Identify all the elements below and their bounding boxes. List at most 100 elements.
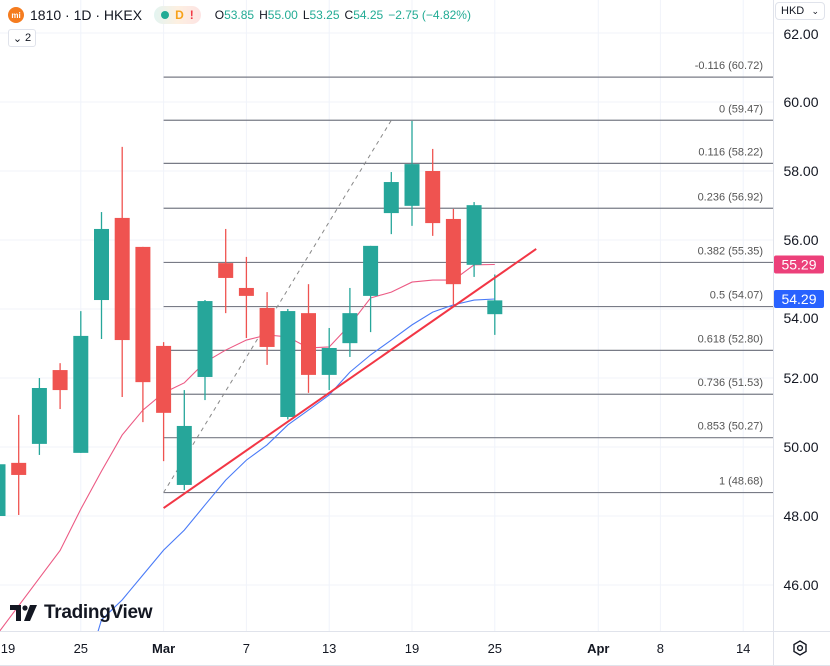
candle-body	[197, 301, 213, 377]
candle-body	[176, 425, 192, 485]
xiaomi-logo: mi	[8, 7, 24, 23]
candle[interactable]	[197, 300, 213, 401]
time-axis-label: 14	[736, 641, 750, 656]
candle[interactable]	[218, 228, 234, 314]
candle[interactable]	[466, 202, 482, 277]
status-badges[interactable]: D !	[154, 6, 201, 24]
candle-body	[383, 182, 399, 214]
open-value: 53.85	[224, 8, 255, 22]
candle[interactable]	[156, 342, 172, 462]
fib-level-label: -0.116 (60.72)	[695, 60, 763, 72]
price-axis-label: 50.00	[783, 439, 818, 455]
candle[interactable]	[404, 120, 420, 226]
time-axis-label: Apr	[587, 641, 609, 656]
candle-body	[94, 228, 109, 301]
close-label: C	[344, 8, 354, 22]
ma-slow-price-tag-bg	[774, 289, 824, 308]
collapse-indicators-button[interactable]: ⌄ 2	[8, 29, 36, 47]
candle[interactable]	[94, 212, 109, 340]
fib-level-label: 0.853 (50.27)	[698, 421, 763, 433]
candle-body	[218, 263, 234, 278]
time-axis-label: 13	[322, 641, 336, 656]
tradingview-logo-icon	[10, 605, 37, 621]
candle[interactable]	[0, 461, 6, 516]
fib-trend-dashed-line	[163, 120, 392, 493]
candle[interactable]	[135, 246, 151, 423]
symbol-title[interactable]: 1810 · 1D · HKEX	[30, 7, 143, 23]
fib-level-label: 0.236 (56.92)	[698, 191, 763, 203]
chevron-down-icon: ⌄	[811, 5, 819, 16]
tradingview-watermark: TradingView	[10, 602, 153, 624]
candle-body	[114, 217, 130, 341]
low-value: 53.25	[309, 8, 340, 22]
price-axis-label: 62.00	[783, 26, 818, 42]
fib-level-label: 0.736 (51.53)	[698, 377, 763, 389]
indicator-count: 2	[25, 32, 32, 44]
candle-body	[156, 345, 172, 413]
time-axis-label: 8	[657, 641, 664, 656]
time-axis-label: 25	[74, 641, 88, 656]
candle[interactable]	[363, 245, 379, 333]
candle-body	[363, 245, 379, 296]
candle-body	[73, 335, 89, 453]
high-value: 55.00	[267, 8, 298, 22]
market-open-dot-icon	[161, 11, 170, 19]
candle[interactable]	[280, 309, 296, 420]
candle-body	[31, 388, 47, 444]
candle-body	[466, 205, 482, 265]
ma-fast-price-tag-bg	[774, 255, 824, 274]
warning-icon: !	[189, 8, 194, 22]
time-axis-label: 19	[1, 641, 15, 656]
ma-fast-price-tag: 55.29	[781, 256, 816, 272]
chevron-down-icon: ⌄	[12, 32, 23, 45]
fib-level-label: 0 (59.47)	[719, 103, 763, 115]
candle[interactable]	[342, 287, 358, 357]
candle-body	[52, 370, 68, 391]
price-axis-label: 46.00	[783, 577, 818, 593]
candle[interactable]	[321, 327, 337, 391]
candle[interactable]	[114, 146, 130, 397]
low-label: L	[302, 8, 310, 22]
open-label: O	[214, 8, 225, 22]
fib-level-label: 0.618 (52.80)	[698, 333, 763, 345]
price-axis-label: 56.00	[783, 232, 818, 248]
candle[interactable]	[176, 390, 192, 491]
price-axis-label: 48.00	[783, 508, 818, 524]
change-value: −2.75 (−4.82%)	[388, 8, 471, 22]
candle[interactable]	[383, 172, 399, 235]
time-axis-label: 7	[243, 641, 250, 656]
high-label: H	[259, 8, 268, 22]
candle-body	[135, 246, 151, 383]
settings-gear-icon[interactable]	[791, 639, 809, 657]
price-axis-label: 52.00	[783, 370, 818, 386]
currency-value: HKD	[781, 5, 805, 17]
ma-slow-price-tag: 54.29	[781, 291, 816, 307]
candle[interactable]	[52, 363, 68, 410]
candle[interactable]	[445, 208, 461, 305]
watermark-text: TradingView	[44, 602, 153, 623]
trendline[interactable]	[163, 248, 537, 509]
delayed-badge: D	[175, 8, 184, 22]
legend-header: mi 1810 · 1D · HKEX D ! O53.85 H55.00 L5…	[8, 6, 471, 24]
fib-level-label: 0.382 (55.35)	[698, 245, 763, 257]
ohlc-values: O53.85 H55.00 L53.25 C54.25 −2.75 (−4.82…	[215, 8, 471, 22]
candle[interactable]	[238, 256, 254, 338]
time-axis-label: 19	[405, 641, 419, 656]
candle[interactable]	[487, 274, 503, 335]
time-axis-label: Mar	[152, 641, 175, 656]
candle-body	[259, 307, 275, 347]
candle-body	[301, 313, 316, 375]
currency-select[interactable]: HKD ⌄	[775, 2, 825, 20]
candle[interactable]	[11, 414, 27, 515]
candle[interactable]	[31, 378, 47, 455]
candle[interactable]	[301, 284, 316, 393]
candle-body	[425, 171, 441, 224]
close-value: 54.25	[353, 8, 384, 22]
candle[interactable]	[73, 311, 89, 453]
price-axis-label: 54.00	[783, 310, 818, 326]
fib-level-label: 1 (48.68)	[719, 476, 763, 488]
candle-body	[487, 300, 503, 315]
candle[interactable]	[425, 148, 441, 236]
candle[interactable]	[259, 292, 275, 365]
